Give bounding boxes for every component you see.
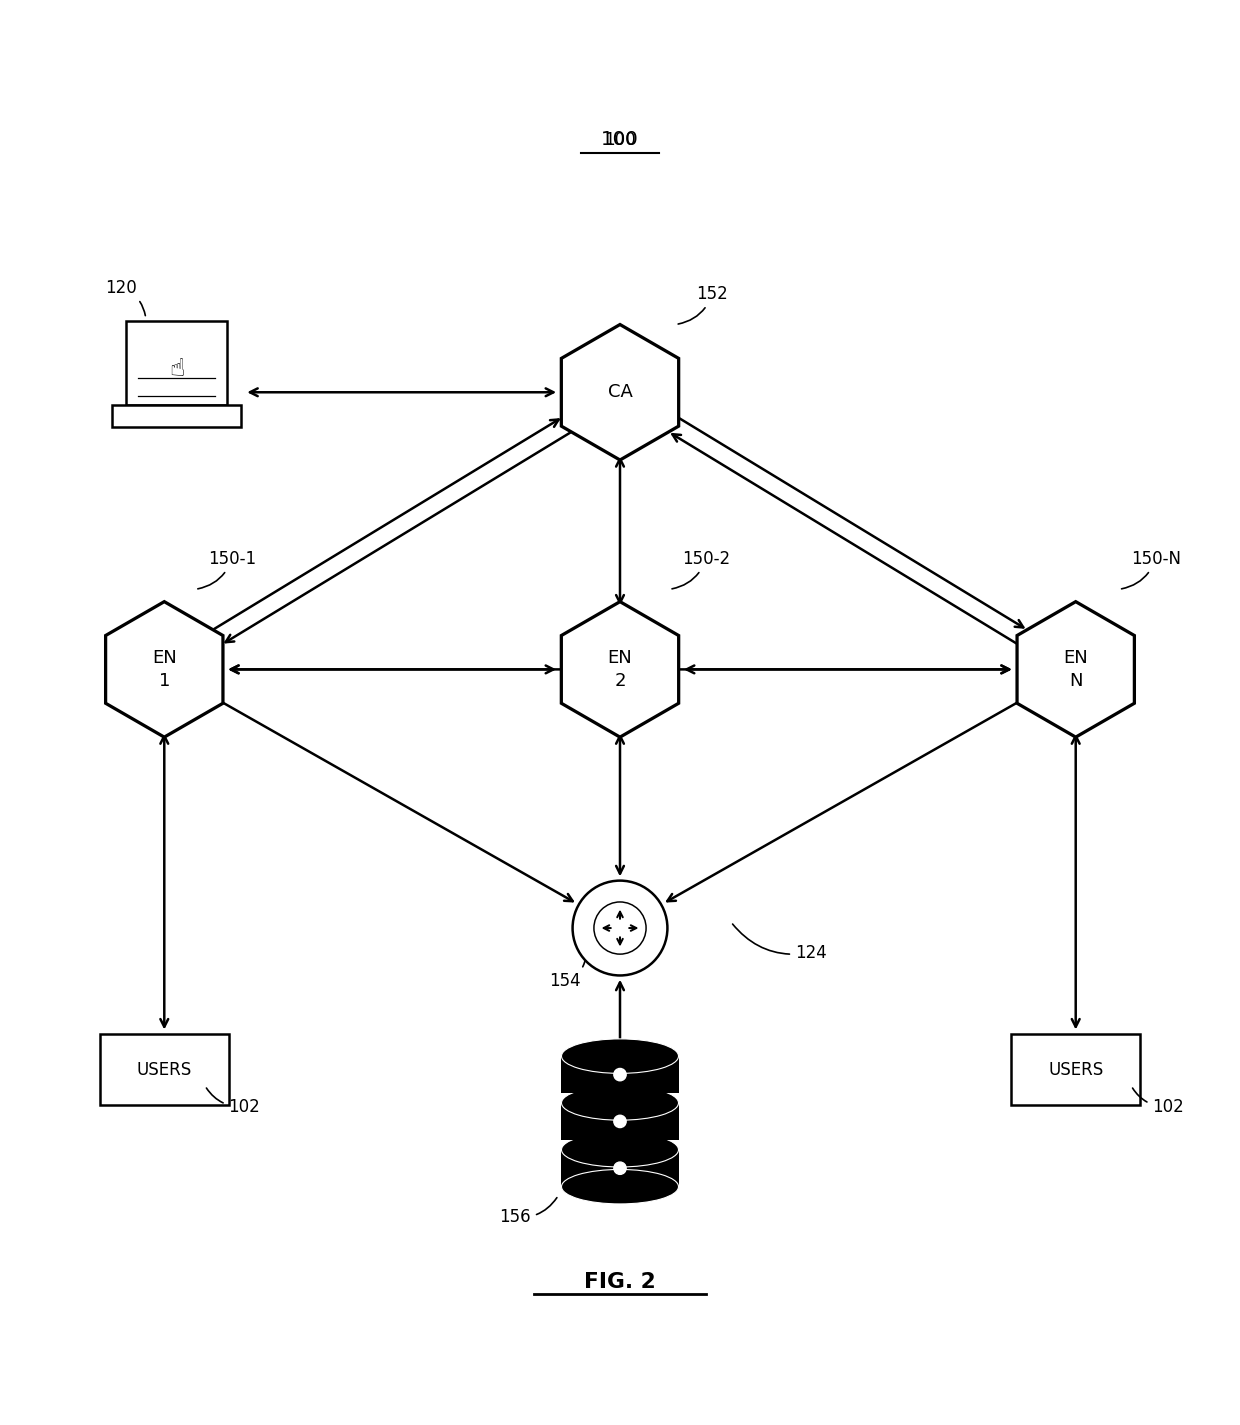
Text: FIG. 2: FIG. 2 xyxy=(584,1271,656,1291)
Text: 102: 102 xyxy=(1132,1089,1184,1116)
Bar xyxy=(562,1103,678,1140)
Circle shape xyxy=(614,1069,626,1080)
Text: ☝: ☝ xyxy=(169,356,185,380)
Text: EN
1: EN 1 xyxy=(153,648,176,690)
Bar xyxy=(1011,1035,1141,1106)
Ellipse shape xyxy=(562,1170,678,1204)
Text: 150-2: 150-2 xyxy=(672,550,730,589)
Text: EN
2: EN 2 xyxy=(608,648,632,690)
Text: 100: 100 xyxy=(601,130,639,150)
Circle shape xyxy=(614,1161,626,1174)
Text: 100: 100 xyxy=(604,131,636,148)
Bar xyxy=(99,1035,229,1106)
Polygon shape xyxy=(1017,601,1135,737)
Ellipse shape xyxy=(562,1039,678,1073)
Bar xyxy=(562,1056,678,1093)
Ellipse shape xyxy=(562,1086,678,1120)
Bar xyxy=(562,1150,678,1187)
Polygon shape xyxy=(562,601,678,737)
Circle shape xyxy=(614,1116,626,1127)
Text: 102: 102 xyxy=(206,1089,260,1116)
Text: USERS: USERS xyxy=(1048,1060,1104,1079)
Text: CA: CA xyxy=(608,383,632,402)
Text: 156: 156 xyxy=(500,1197,557,1227)
Text: 154: 154 xyxy=(549,962,585,990)
Text: EN
N: EN N xyxy=(1064,648,1087,690)
Bar xyxy=(126,321,227,405)
Ellipse shape xyxy=(562,1133,678,1167)
Polygon shape xyxy=(562,325,678,460)
Circle shape xyxy=(594,902,646,955)
Text: 124: 124 xyxy=(733,923,827,962)
Text: 150-1: 150-1 xyxy=(198,550,257,589)
Text: 150-N: 150-N xyxy=(1121,550,1180,589)
Text: 120: 120 xyxy=(105,278,145,315)
Bar xyxy=(112,405,242,428)
Text: USERS: USERS xyxy=(136,1060,192,1079)
Circle shape xyxy=(573,881,667,976)
Polygon shape xyxy=(105,601,223,737)
Text: 152: 152 xyxy=(678,285,728,323)
